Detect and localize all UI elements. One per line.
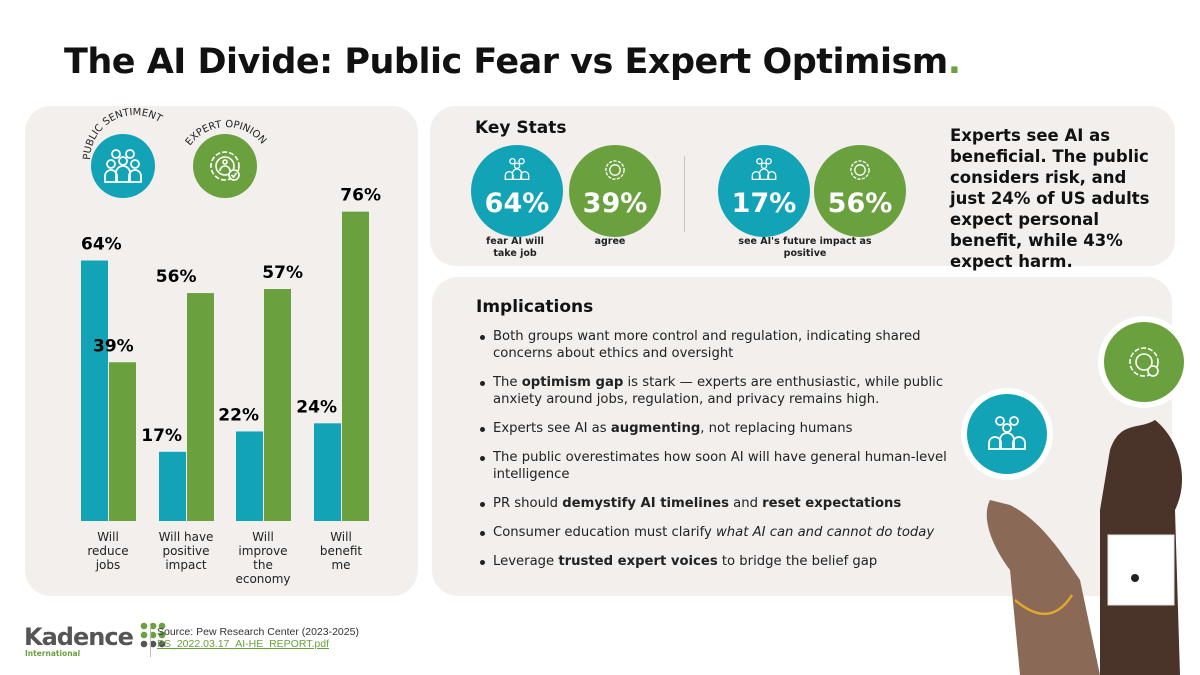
bar-label: 64% [81,235,122,255]
public-sentiment-icon [91,134,155,198]
implications-list: Both groups want more control and regula… [478,328,958,582]
bar-public-2 [236,431,263,521]
stat-value: 56% [827,187,893,219]
bar-public-0 [81,260,108,521]
report-link[interactable]: PS_2022.03.17_AI-HE_REPORT.pdf [157,638,329,650]
category-label: Will reduce jobs [87,530,129,572]
bar-expert-0 [109,362,136,521]
stat-circle-expert: 56% [814,145,906,237]
category-label: Will have positive impact [158,530,214,572]
category-label: Will benefit me [319,530,363,572]
implication-item: Both groups want more control and regula… [478,328,958,362]
expert-opinion-icon [193,134,257,198]
stat-caption-agree: agree [594,236,626,247]
bar-label: 22% [218,405,259,425]
logo-subtitle: International [25,649,81,658]
page-title: The AI Divide: Public Fear vs Expert Opt… [64,42,961,82]
category-label: Will improve the economy [235,530,291,586]
stat-circle-public: 17% [718,145,810,237]
bar-public-1 [159,451,186,521]
implication-item: Consumer education must clarify what AI … [478,524,958,541]
bar-label: 39% [93,336,134,356]
bar-label: 56% [156,267,197,287]
people-icon [751,157,777,181]
key-stats-heading: Key Stats [475,118,567,138]
implications-heading: Implications [476,297,594,317]
stat-circle-expert: 39% [569,145,661,237]
implication-item: The public overestimates how soon AI wil… [478,449,958,483]
stats-divider [684,156,685,232]
bar-public-3 [314,423,341,521]
footer-divider [150,625,151,657]
bar-label: 17% [141,426,182,446]
source-text: Source: Pew Research Center (2023-2025) [157,626,359,638]
bar-expert-1 [187,293,214,521]
stat-value: 64% [484,187,550,219]
bar-label: 24% [296,397,337,417]
gear-icon [605,160,625,180]
legend-labels: PUBLIC SENTIMENT EXPERT OPINION [82,108,268,160]
stat-value: 39% [582,187,648,219]
expert-summary: Experts see AI as beneficial. The public… [950,126,1150,271]
bar-label: 76% [340,186,381,206]
bar-expert-3 [342,211,369,521]
bar-expert-2 [264,289,291,521]
implication-item: PR should demystify AI timelines and res… [478,495,958,512]
implication-item: The optimism gap is stark — experts are … [478,374,958,408]
stat-caption-positive: see AI's future impact as positive [738,236,872,259]
stat-circle-public: 64% [471,145,563,237]
implication-item: Experts see AI as augmenting, not replac… [478,420,958,437]
kadence-logo: Kadence [24,622,166,651]
bar-chart: 64% 17% 22% 24% 39% 56% 57% 76% [81,186,381,521]
implication-item: Leverage trusted expert voices to bridge… [478,553,958,570]
bar-label: 57% [262,263,303,283]
people-icon [504,157,530,181]
stat-value: 17% [731,187,797,219]
hands-illustration [961,316,1190,675]
stat-caption-fear: fear AI will take job [486,236,544,259]
gear-icon [850,160,870,180]
